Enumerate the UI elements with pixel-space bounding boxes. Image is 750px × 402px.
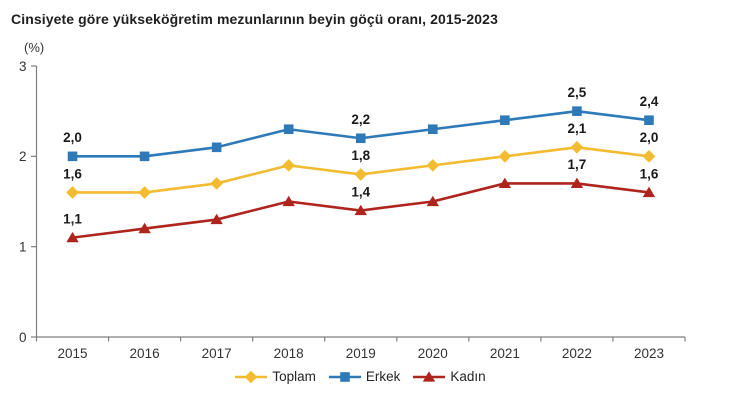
x-tick-label: 2022 bbox=[562, 346, 592, 361]
legend-shape-kadin bbox=[423, 370, 436, 382]
x-tick-label: 2019 bbox=[346, 346, 376, 361]
data-label-toplam: 2,1 bbox=[568, 121, 587, 136]
chart-title: Cinsiyete göre yükseköğretim mezunlarını… bbox=[11, 11, 498, 27]
legend-item-erkek: Erkek bbox=[328, 369, 401, 384]
data-label-toplam: 1,8 bbox=[351, 148, 370, 163]
series-marker-toplam bbox=[570, 141, 584, 154]
series-marker-kadin bbox=[498, 177, 512, 189]
y-tick-label: 0 bbox=[19, 330, 27, 345]
data-label-toplam: 2,0 bbox=[640, 130, 659, 145]
x-tick-label: 2021 bbox=[490, 346, 520, 361]
data-label-kadin: 1,7 bbox=[568, 157, 587, 172]
series-marker-erkek bbox=[355, 133, 366, 144]
data-label-erkek: 2,0 bbox=[63, 130, 82, 145]
data-label-erkek: 2,5 bbox=[568, 85, 587, 100]
data-label-erkek: 2,2 bbox=[351, 112, 370, 127]
series-marker-kadin bbox=[354, 204, 367, 216]
legend-marker-erkek bbox=[328, 371, 361, 382]
legend-item-toplam: Toplam bbox=[234, 369, 316, 384]
chart-legend: Toplam Erkek Kadın bbox=[0, 369, 720, 384]
series-toplam: 1,6 1,8 2,1 2,0 bbox=[63, 121, 658, 199]
data-label-toplam: 1,6 bbox=[63, 166, 82, 181]
y-tick-label: 3 bbox=[19, 59, 27, 74]
series-marker-erkek bbox=[428, 124, 438, 135]
x-tick-label: 2018 bbox=[274, 346, 304, 361]
legend-label-kadin: Kadın bbox=[450, 369, 486, 384]
legend-marker-toplam bbox=[235, 370, 268, 383]
series-marker-erkek bbox=[500, 115, 510, 125]
legend-label-erkek: Erkek bbox=[365, 369, 401, 384]
series-kadin: 1,1 1,4 1,7 1,6 bbox=[63, 157, 659, 243]
series-marker-kadin bbox=[66, 231, 79, 243]
series-marker-toplam bbox=[642, 150, 656, 163]
series-marker-toplam bbox=[498, 150, 512, 163]
series-erkek: 2,0 2,2 2,5 2,4 bbox=[63, 85, 659, 162]
data-label-erkek: 2,4 bbox=[640, 94, 659, 109]
series-marker-erkek bbox=[644, 115, 654, 125]
data-label-kadin: 1,1 bbox=[63, 211, 82, 226]
legend-item-kadin: Kadın bbox=[412, 369, 486, 384]
series-marker-toplam bbox=[138, 186, 151, 199]
series-marker-erkek bbox=[572, 106, 582, 116]
series-marker-kadin bbox=[210, 213, 223, 225]
x-tick-label: 2017 bbox=[202, 346, 232, 361]
series-marker-toplam bbox=[354, 168, 368, 181]
legend-shape-erkek bbox=[340, 371, 350, 382]
series-marker-toplam bbox=[210, 177, 223, 190]
series-marker-toplam bbox=[426, 159, 440, 172]
series-marker-kadin bbox=[282, 195, 295, 207]
x-tick-label: 2020 bbox=[418, 346, 448, 361]
series-marker-toplam bbox=[282, 159, 295, 172]
y-tick-label: 1 bbox=[19, 239, 27, 254]
series-marker-erkek bbox=[283, 124, 294, 135]
x-tick-label: 2023 bbox=[634, 346, 664, 361]
series-marker-kadin bbox=[426, 195, 440, 207]
x-tick-label: 2016 bbox=[130, 346, 160, 361]
series-marker-erkek bbox=[211, 142, 222, 153]
series-marker-kadin bbox=[642, 186, 656, 198]
series-marker-erkek bbox=[139, 151, 150, 162]
y-tick-label: 2 bbox=[19, 149, 27, 164]
series-marker-erkek bbox=[67, 151, 78, 162]
y-axis-unit-label: (%) bbox=[24, 40, 45, 55]
series-marker-kadin bbox=[138, 222, 151, 234]
legend-marker-kadin bbox=[413, 370, 446, 382]
data-label-kadin: 1,4 bbox=[351, 184, 370, 199]
x-tick-label: 2015 bbox=[58, 346, 88, 361]
legend-label-toplam: Toplam bbox=[272, 369, 316, 384]
data-label-kadin: 1,6 bbox=[640, 166, 659, 181]
legend-shape-toplam bbox=[245, 370, 258, 383]
series-marker-kadin bbox=[570, 177, 584, 189]
series-marker-toplam bbox=[66, 186, 79, 199]
